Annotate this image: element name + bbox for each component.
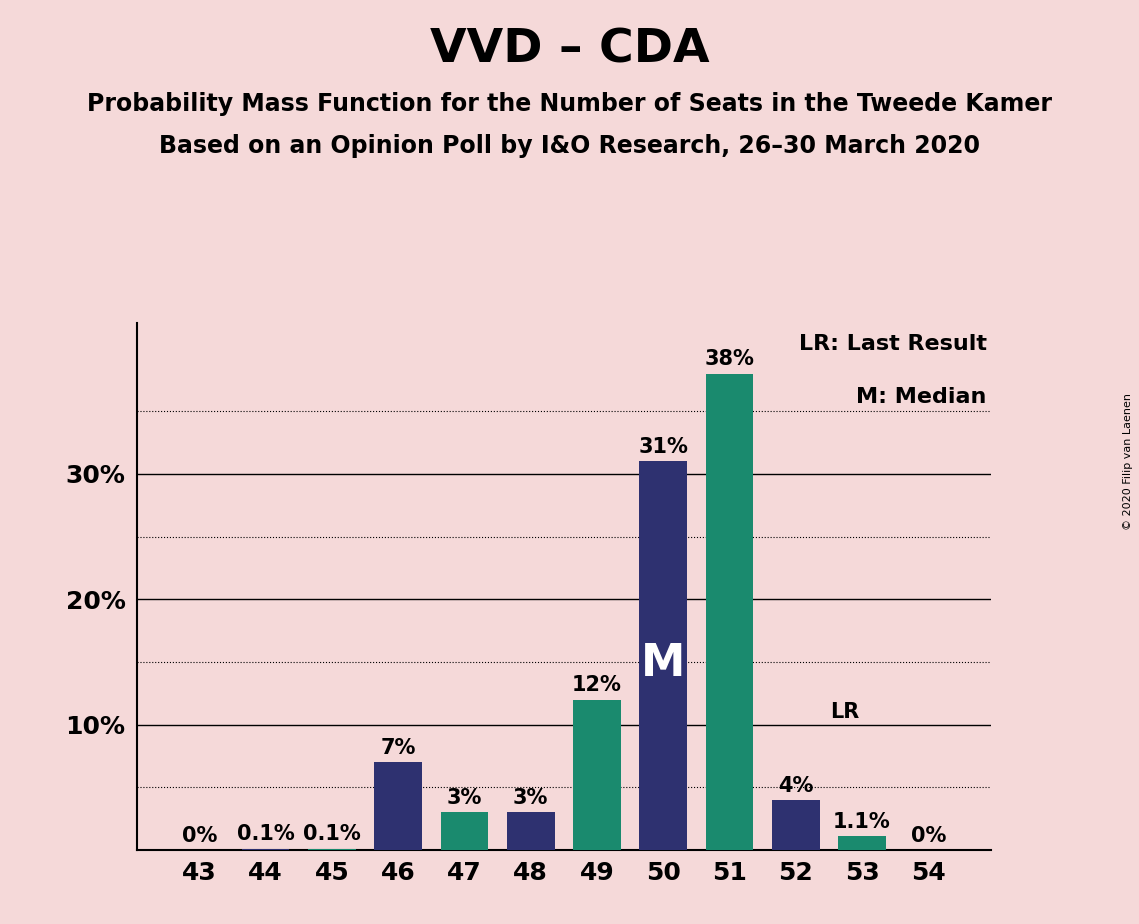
Text: 31%: 31% xyxy=(638,437,688,457)
Text: 0.1%: 0.1% xyxy=(303,824,361,845)
Text: 1.1%: 1.1% xyxy=(833,812,891,832)
Text: M: Median: M: Median xyxy=(857,386,986,407)
Bar xyxy=(772,800,820,850)
Text: Probability Mass Function for the Number of Seats in the Tweede Kamer: Probability Mass Function for the Number… xyxy=(87,92,1052,116)
Bar xyxy=(375,762,423,850)
Bar xyxy=(308,849,355,850)
Text: 0%: 0% xyxy=(910,826,945,845)
Text: LR: Last Result: LR: Last Result xyxy=(798,334,986,354)
Bar xyxy=(573,699,621,850)
Bar xyxy=(705,373,753,850)
Text: © 2020 Filip van Laenen: © 2020 Filip van Laenen xyxy=(1123,394,1133,530)
Bar xyxy=(838,836,886,850)
Text: LR: LR xyxy=(830,702,860,723)
Text: M: M xyxy=(641,642,686,685)
Bar xyxy=(507,812,555,850)
Text: 12%: 12% xyxy=(572,675,622,695)
Text: 3%: 3% xyxy=(446,788,482,808)
Text: 0%: 0% xyxy=(182,826,218,845)
Text: 0.1%: 0.1% xyxy=(237,824,295,845)
Text: 4%: 4% xyxy=(778,775,813,796)
Text: Based on an Opinion Poll by I&O Research, 26–30 March 2020: Based on an Opinion Poll by I&O Research… xyxy=(159,134,980,158)
Text: 7%: 7% xyxy=(380,738,416,758)
Bar xyxy=(639,461,687,850)
Text: 3%: 3% xyxy=(513,788,548,808)
Text: VVD – CDA: VVD – CDA xyxy=(429,28,710,73)
Text: 38%: 38% xyxy=(705,349,754,370)
Bar xyxy=(441,812,489,850)
Bar xyxy=(241,849,289,850)
